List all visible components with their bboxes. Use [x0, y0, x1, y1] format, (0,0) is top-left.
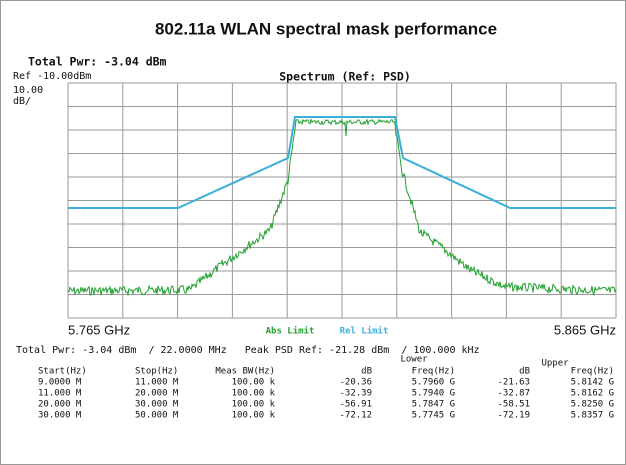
table-cell: -21.63: [497, 378, 530, 388]
table-cell: 5.8250 G: [571, 400, 614, 410]
column-header: Freq(Hz): [412, 367, 455, 377]
table-cell: 5.8357 G: [571, 411, 614, 421]
table-cell: 20.000 M: [135, 389, 179, 399]
scale-unit: dB/: [13, 96, 31, 107]
table-cell: 100.00 k: [232, 389, 276, 399]
column-header: Stop(Hz): [135, 367, 178, 377]
table-cell: 5.8142 G: [571, 378, 614, 388]
table-cell: 11.000 M: [135, 378, 179, 388]
mask-trace: [68, 116, 616, 209]
table-cell: 5.7960 G: [412, 378, 455, 388]
table-cell: 11.000 M: [38, 389, 82, 399]
summary: Total Pwr: -3.04 dBm / 22.0000 MHz Peak …: [16, 345, 480, 356]
table-cell: 100.00 k: [232, 411, 276, 421]
table-cell: 5.8162 G: [571, 389, 614, 399]
table-cell: 100.00 k: [232, 378, 276, 388]
table-cell: -56.91: [339, 400, 372, 410]
plot-grid: [67, 82, 617, 319]
column-header: dB: [519, 367, 530, 377]
table-cell: 50.000 M: [135, 411, 179, 421]
total-power: Total Pwr: -3.04 dBm: [28, 55, 167, 69]
start-frequency: 5.765 GHz: [68, 322, 130, 337]
table-cell: 30.000 M: [38, 411, 82, 421]
table-cell: -58.51: [497, 400, 530, 410]
column-header: Freq(Hz): [571, 367, 614, 377]
table-cell: -20.36: [339, 378, 372, 388]
table-cell: -72.19: [497, 411, 530, 421]
column-header: dB: [361, 367, 372, 377]
title: 802.11a WLAN spectral mask performance: [155, 19, 497, 38]
group-lower: Lower: [400, 355, 428, 365]
scale-value: 10.00: [13, 85, 43, 96]
plot-title: Spectrum (Ref: PSD): [279, 70, 411, 84]
table-cell: 5.7940 G: [412, 389, 455, 399]
table: Start(Hz) Stop(Hz) Meas BW(Hz) dB Freq(Hz) dB…: [38, 367, 614, 421]
table-cell: 9.0000 M: [38, 378, 82, 388]
table-cell: 5.7745 G: [412, 411, 455, 421]
legend-abs: Abs Limit: [266, 326, 315, 337]
table-cell: 20.000 M: [38, 400, 82, 410]
table-cell: -32.87: [497, 389, 530, 399]
column-header: Meas BW(Hz): [215, 367, 275, 377]
table-cell: -32.39: [339, 389, 372, 399]
table-cell: -72.12: [339, 411, 372, 421]
legend-rel: Rel Limit: [340, 326, 389, 337]
table-cell: 30.000 M: [135, 400, 179, 410]
group-upper: Upper: [541, 359, 569, 369]
table-cell: 100.00 k: [232, 400, 276, 410]
column-header: Start(Hz): [38, 367, 87, 377]
stop-frequency: 5.865 GHz: [554, 322, 616, 337]
table-cell: 5.7847 G: [412, 400, 455, 410]
spectrum-trace: [67, 117, 617, 297]
reference-level: Ref -10.00dBm: [13, 71, 91, 82]
